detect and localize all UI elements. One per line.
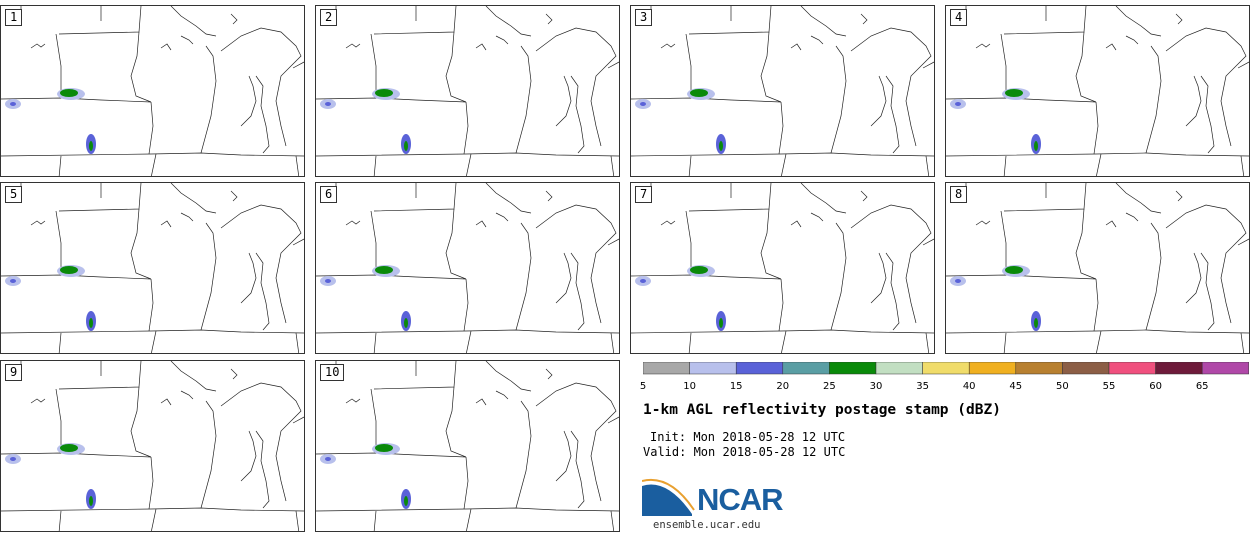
ensemble-member-panel: 10: [315, 360, 620, 532]
colorbar-segment: [1108, 362, 1156, 375]
member-number-label: 10: [320, 364, 345, 381]
colorbar-segment: [875, 362, 923, 375]
map-outline: [316, 6, 619, 176]
member-number-label: 6: [320, 186, 338, 203]
map-outline: [1, 361, 304, 531]
map-outline: [946, 6, 1249, 176]
ensemble-member-panel: 3: [630, 5, 935, 177]
colorbar-tick-label: 25: [823, 381, 836, 392]
colorbar-tick-label: 15: [729, 381, 743, 392]
colorbar-segment: [1155, 362, 1203, 375]
ensemble-member-panel: 7: [630, 182, 935, 354]
figure-title: 1-km AGL reflectivity postage stamp (dBZ…: [643, 402, 1001, 418]
member-number-label: 9: [5, 364, 23, 381]
colorbar-segment: [968, 362, 1017, 375]
colorbar-tick-label: 55: [1102, 381, 1116, 392]
member-number-label: 2: [320, 9, 338, 26]
init-time: Init: Mon 2018-05-28 12 UTC: [650, 430, 846, 444]
colorbar-tick-label: 60: [1149, 381, 1162, 392]
map-outline: [1, 183, 304, 353]
ensemble-member-panel: 4: [945, 5, 1250, 177]
member-number-label: 8: [950, 186, 968, 203]
ensemble-member-panel: 1: [0, 5, 305, 177]
colorbar-tick-label: 40: [962, 381, 976, 392]
colorbar-tick-label: 35: [916, 381, 929, 392]
map-outline: [316, 361, 619, 531]
colorbar-tick-label: 10: [683, 381, 696, 392]
colorbar-tick-label: 5: [639, 381, 647, 392]
colorbar-tick-label: 65: [1195, 381, 1209, 392]
ensemble-member-panel: 8: [945, 182, 1250, 354]
map-outline: [1, 6, 304, 176]
colorbar-segment: [643, 362, 690, 375]
colorbar-segment: [1062, 362, 1110, 375]
colorbar-tick-label: 45: [1009, 381, 1023, 392]
ensemble-member-panel: 6: [315, 182, 620, 354]
colorbar-segment: [689, 362, 737, 375]
website-url: ensemble.ucar.edu: [653, 519, 761, 531]
ncar-logo-text: NCAR: [697, 482, 784, 517]
map-outline: [631, 183, 934, 353]
colorbar-tick-label: 50: [1056, 381, 1069, 392]
colorbar-segment: [782, 362, 830, 375]
ncar-logo-icon: [642, 478, 695, 516]
colorbar-tick-label: 30: [869, 381, 883, 392]
member-number-label: 4: [950, 9, 968, 26]
map-outline: [631, 6, 934, 176]
colorbar-segment: [1201, 362, 1249, 375]
colorbar-segment: [922, 362, 970, 375]
colorbar-tick-label: 20: [776, 381, 790, 392]
ensemble-member-panel: 5: [0, 182, 305, 354]
member-number-label: 1: [5, 9, 23, 26]
ensemble-member-panel: 9: [0, 360, 305, 532]
valid-time: Valid: Mon 2018-05-28 12 UTC: [643, 445, 846, 459]
colorbar-segment: [829, 362, 877, 375]
map-outline: [946, 183, 1249, 353]
ensemble-member-panel: 2: [315, 5, 620, 177]
map-outline: [316, 183, 619, 353]
reflectivity-colorbar: [643, 362, 1249, 375]
member-number-label: 5: [5, 186, 23, 203]
member-number-label: 7: [635, 186, 653, 203]
colorbar-segment: [735, 362, 784, 375]
member-number-label: 3: [635, 9, 653, 26]
colorbar-segment: [1015, 362, 1063, 375]
